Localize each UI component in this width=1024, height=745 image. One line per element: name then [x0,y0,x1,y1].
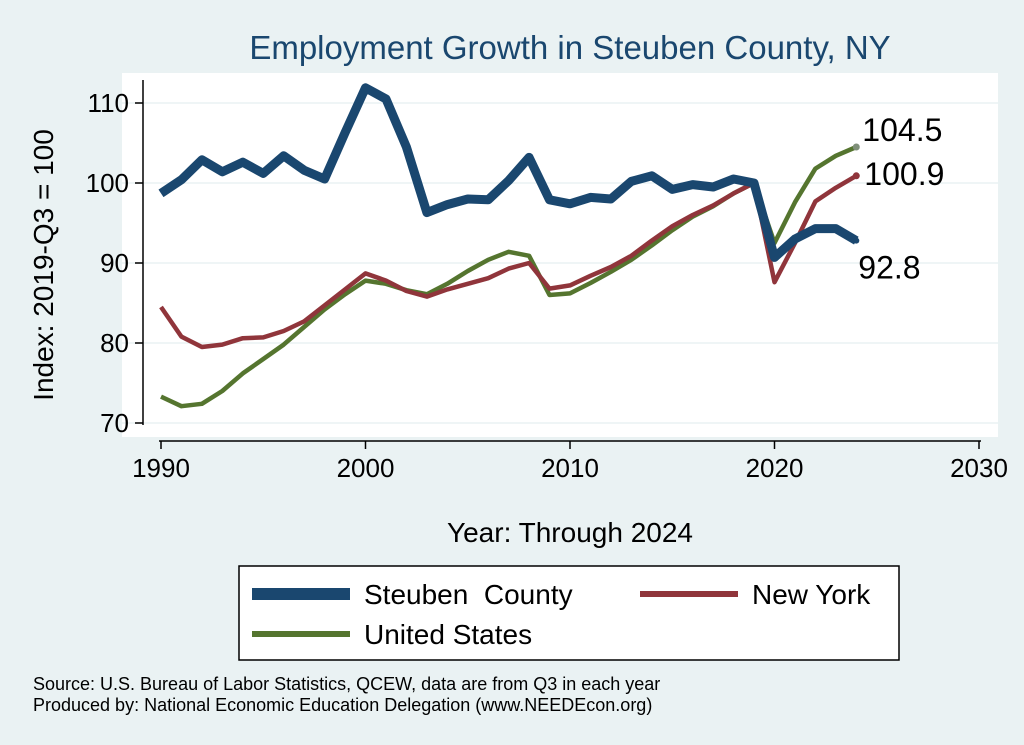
legend-label-steuben: Steuben County [364,579,573,610]
legend-label-new-york: New York [752,579,871,610]
end-label-steuben-county: 92.8 [858,250,920,286]
y-tick-label: 70 [100,408,129,438]
series-layer [158,83,859,409]
x-tick-label: 2030 [950,453,1008,483]
x-tick-label: 2020 [746,453,804,483]
y-tick-label: 80 [100,328,129,358]
end-point-new-york [852,172,860,180]
axes: 70 80 90 100 110 1990 2000 2010 2020 2030 [86,80,1008,483]
y-tick-label: 90 [100,248,129,278]
y-axis-label: Index: 2019-Q3 = 100 [28,129,59,401]
x-tick-label: 1990 [132,453,190,483]
source-note: Source: U.S. Bureau of Labor Statistics,… [33,674,660,694]
x-tick-label: 2000 [337,453,395,483]
end-label-united-states: 104.5 [862,112,942,148]
legend: Steuben County New York United States [238,565,900,661]
end-point-steuben-county [853,237,860,244]
series-line-steuben-county [158,83,859,262]
producer-note: Produced by: National Economic Education… [33,695,652,715]
plot-area [122,73,998,437]
legend-box [238,565,900,661]
gridlines [122,102,998,424]
y-tick-label: 100 [86,168,129,198]
series-line-new-york [159,173,858,350]
legend-label-united-states: United States [364,619,532,650]
x-tick-label: 2010 [541,453,599,483]
end-point-united-states [852,143,860,151]
x-axis-label: Year: Through 2024 [447,517,693,548]
chart-title: Employment Growth in Steuben County, NY [249,29,890,66]
end-labels: 92.8 100.9 104.5 [852,112,944,286]
y-tick-label: 110 [88,88,129,118]
end-label-new-york: 100.9 [864,156,944,192]
